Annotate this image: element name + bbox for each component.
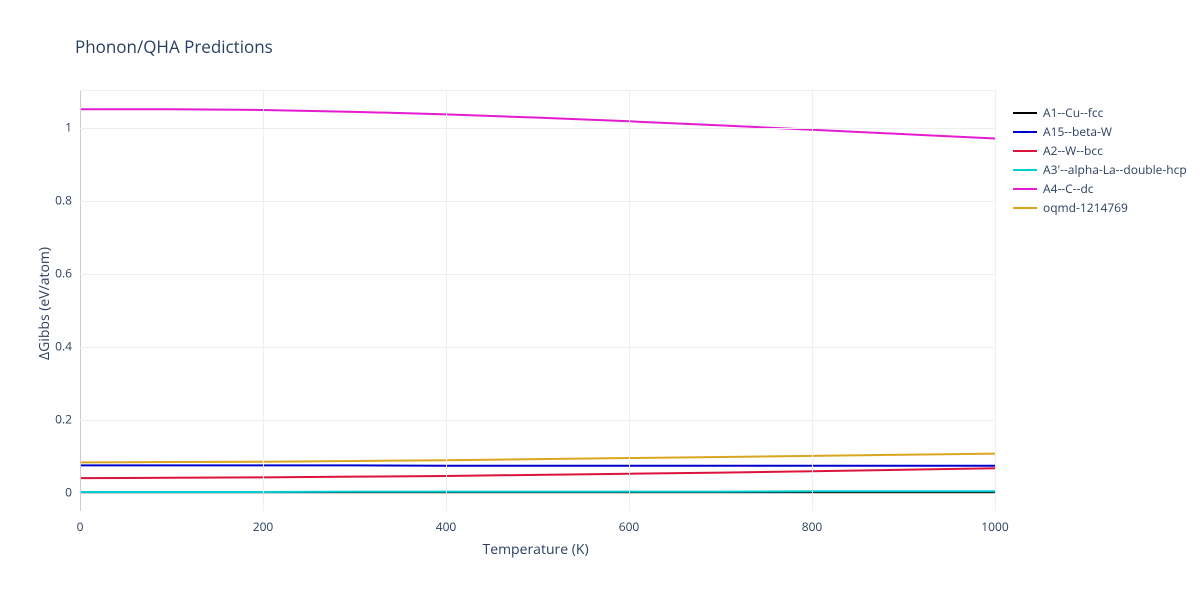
lines-svg bbox=[80, 91, 995, 511]
legend-item[interactable]: A3'--alpha-La--double-hcp bbox=[1013, 160, 1187, 179]
legend-swatch bbox=[1013, 207, 1037, 209]
y-tick-label: 0.8 bbox=[50, 191, 72, 208]
legend-label: A15--beta-W bbox=[1043, 123, 1112, 140]
y-gridline bbox=[80, 274, 995, 275]
y-tick-label: 0.6 bbox=[50, 264, 72, 281]
series-line[interactable] bbox=[80, 109, 995, 138]
x-gridline bbox=[446, 91, 447, 511]
x-tick-label: 600 bbox=[619, 518, 640, 535]
x-tick-label: 1000 bbox=[981, 518, 1008, 535]
series-line[interactable] bbox=[80, 468, 995, 478]
legend-swatch bbox=[1013, 188, 1037, 190]
legend-item[interactable]: A1--Cu--fcc bbox=[1013, 103, 1187, 122]
legend: A1--Cu--fcc A15--beta-W A2--W--bcc A3'--alp… bbox=[1013, 103, 1187, 217]
y-zero-line bbox=[80, 493, 995, 494]
y-gridline bbox=[80, 201, 995, 202]
x-gridline bbox=[629, 91, 630, 511]
x-gridline bbox=[263, 91, 264, 511]
legend-label: A4--C--dc bbox=[1043, 180, 1094, 197]
legend-label: A1--Cu--fcc bbox=[1043, 104, 1103, 121]
series-line[interactable] bbox=[80, 454, 995, 463]
legend-swatch bbox=[1013, 131, 1037, 133]
x-tick-label: 400 bbox=[436, 518, 457, 535]
y-tick-label: 0.2 bbox=[50, 410, 72, 427]
x-zero-line bbox=[80, 91, 81, 511]
legend-item[interactable]: A15--beta-W bbox=[1013, 122, 1187, 141]
x-gridline bbox=[995, 91, 996, 511]
legend-label: A2--W--bcc bbox=[1043, 142, 1103, 159]
x-tick-label: 800 bbox=[802, 518, 823, 535]
legend-swatch bbox=[1013, 169, 1037, 171]
legend-swatch bbox=[1013, 112, 1037, 114]
chart-title: Phonon/QHA Predictions bbox=[75, 35, 273, 58]
legend-label: A3'--alpha-La--double-hcp bbox=[1043, 161, 1187, 178]
y-gridline bbox=[80, 347, 995, 348]
x-tick-label: 0 bbox=[77, 518, 84, 535]
y-tick-label: 0 bbox=[50, 483, 72, 500]
x-tick-label: 200 bbox=[253, 518, 274, 535]
chart-container: Phonon/QHA Predictions Temperature (K) Δ… bbox=[0, 0, 1200, 600]
y-tick-label: 1 bbox=[50, 118, 72, 135]
x-gridline bbox=[812, 91, 813, 511]
legend-swatch bbox=[1013, 150, 1037, 152]
x-axis-label: Temperature (K) bbox=[483, 540, 589, 559]
legend-item[interactable]: oqmd-1214769 bbox=[1013, 198, 1187, 217]
y-gridline bbox=[80, 128, 995, 129]
legend-label: oqmd-1214769 bbox=[1043, 199, 1128, 216]
y-tick-label: 0.4 bbox=[50, 337, 72, 354]
y-gridline bbox=[80, 420, 995, 421]
legend-item[interactable]: A4--C--dc bbox=[1013, 179, 1187, 198]
legend-item[interactable]: A2--W--bcc bbox=[1013, 141, 1187, 160]
plot-area[interactable] bbox=[80, 90, 996, 511]
